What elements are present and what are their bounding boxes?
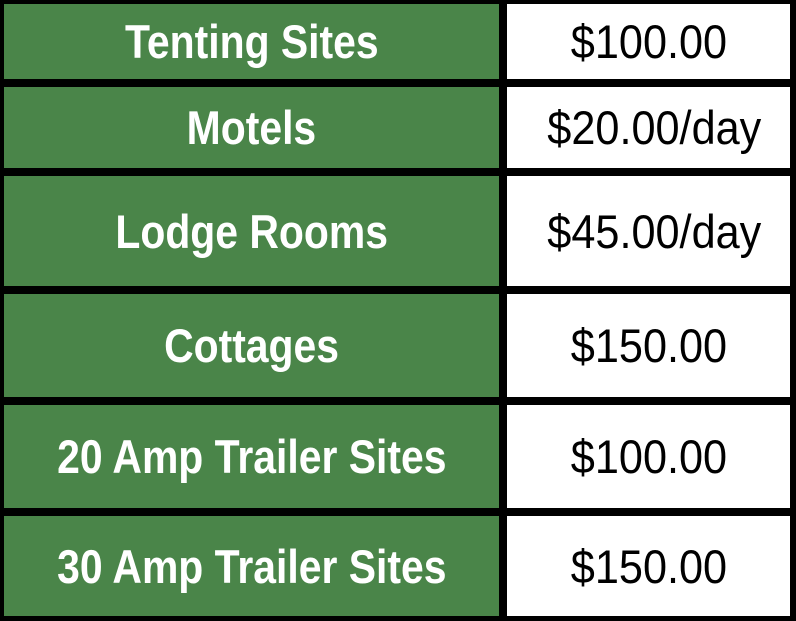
row-label: Cottages	[164, 319, 339, 372]
row-label-cell: Lodge Rooms	[4, 176, 499, 286]
row-label-cell: 20 Amp Trailer Sites	[4, 405, 499, 508]
row-price-cell: $20.00/day	[507, 87, 790, 168]
row-label-cell: Motels	[4, 87, 499, 168]
rates-table: Tenting Sites $100.00 Motels $20.00/day …	[4, 4, 790, 616]
row-price: $150.00	[570, 539, 727, 593]
row-price-cell: $100.00	[507, 4, 790, 79]
row-price: $150.00	[570, 319, 727, 372]
row-price-cell: $45.00/day	[507, 176, 790, 286]
row-price-cell: $150.00	[507, 516, 790, 616]
row-label-cell: Cottages	[4, 294, 499, 397]
row-price: $45.00/day	[547, 204, 762, 258]
row-label-cell: 30 Amp Trailer Sites	[4, 516, 499, 616]
row-price: $20.00/day	[547, 101, 762, 154]
row-label: Tenting Sites	[124, 15, 379, 68]
row-label: 30 Amp Trailer Sites	[56, 539, 447, 593]
row-price-cell: $150.00	[507, 294, 790, 397]
row-price: $100.00	[570, 430, 727, 483]
row-label: 20 Amp Trailer Sites	[56, 430, 447, 483]
row-label-cell: Tenting Sites	[4, 4, 499, 79]
row-label: Lodge Rooms	[115, 204, 388, 258]
row-price: $100.00	[570, 15, 727, 68]
row-price-cell: $100.00	[507, 405, 790, 508]
row-label: Motels	[186, 101, 317, 154]
